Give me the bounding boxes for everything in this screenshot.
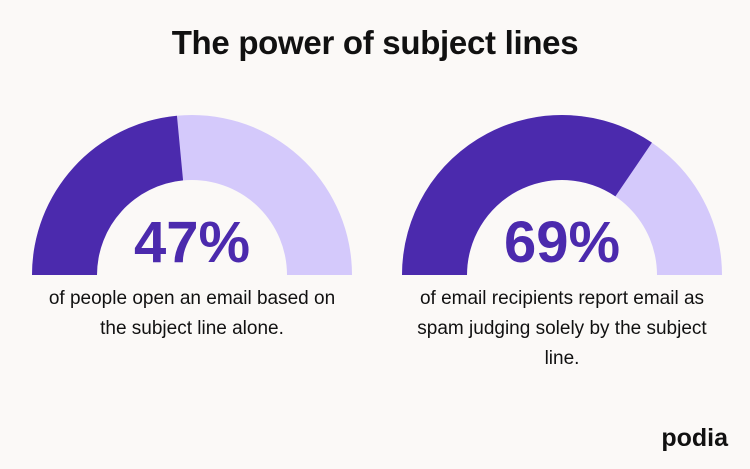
gauge-value-arc [402, 115, 652, 276]
gauge-caption: of people open an email based on the sub… [48, 288, 336, 339]
gauge-value-label: 47% [134, 210, 250, 275]
gauge-caption: of email recipients report email as spam… [417, 288, 707, 369]
title: The power of subject lines [171, 24, 579, 61]
gauge-value-label: 69% [504, 210, 620, 275]
brand-logo: podia [661, 424, 728, 452]
gauge-value-arc [32, 115, 184, 275]
